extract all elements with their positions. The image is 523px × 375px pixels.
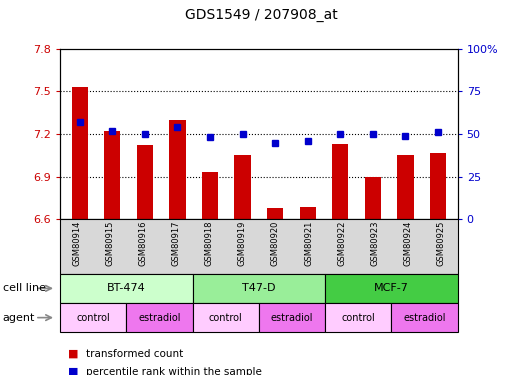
Text: T47-D: T47-D: [242, 284, 276, 293]
Text: GSM80921: GSM80921: [304, 221, 313, 266]
Text: GSM80923: GSM80923: [370, 221, 379, 266]
Text: GSM80914: GSM80914: [72, 221, 81, 266]
Text: GSM80925: GSM80925: [437, 221, 446, 266]
Bar: [202, 172, 218, 219]
Text: MCF-7: MCF-7: [374, 284, 409, 293]
Text: estradiol: estradiol: [271, 313, 313, 322]
Bar: [72, 87, 88, 219]
Bar: [267, 208, 283, 219]
Text: GSM80918: GSM80918: [204, 221, 214, 266]
Text: GSM80915: GSM80915: [105, 221, 115, 266]
Text: control: control: [342, 313, 375, 322]
Text: agent: agent: [3, 313, 35, 322]
Text: BT-474: BT-474: [107, 284, 146, 293]
Text: cell line: cell line: [3, 284, 46, 293]
Text: percentile rank within the sample: percentile rank within the sample: [86, 367, 262, 375]
Bar: [397, 155, 414, 219]
Text: transformed count: transformed count: [86, 349, 184, 358]
Text: GSM80919: GSM80919: [238, 221, 247, 266]
Bar: [430, 153, 446, 219]
Text: estradiol: estradiol: [138, 313, 181, 322]
Bar: [300, 207, 316, 219]
Text: control: control: [76, 313, 110, 322]
Text: GSM80920: GSM80920: [271, 221, 280, 266]
Bar: [137, 146, 153, 219]
Text: ■: ■: [68, 367, 78, 375]
Text: ■: ■: [68, 349, 78, 358]
Bar: [234, 155, 251, 219]
Text: control: control: [209, 313, 243, 322]
Bar: [169, 120, 186, 219]
Text: GSM80916: GSM80916: [139, 221, 147, 266]
Text: GSM80917: GSM80917: [172, 221, 180, 266]
Bar: [104, 131, 120, 219]
Text: GSM80924: GSM80924: [403, 221, 413, 266]
Bar: [365, 177, 381, 219]
Bar: [332, 144, 348, 219]
Text: estradiol: estradiol: [403, 313, 446, 322]
Text: GSM80922: GSM80922: [337, 221, 346, 266]
Text: GDS1549 / 207908_at: GDS1549 / 207908_at: [185, 8, 338, 22]
